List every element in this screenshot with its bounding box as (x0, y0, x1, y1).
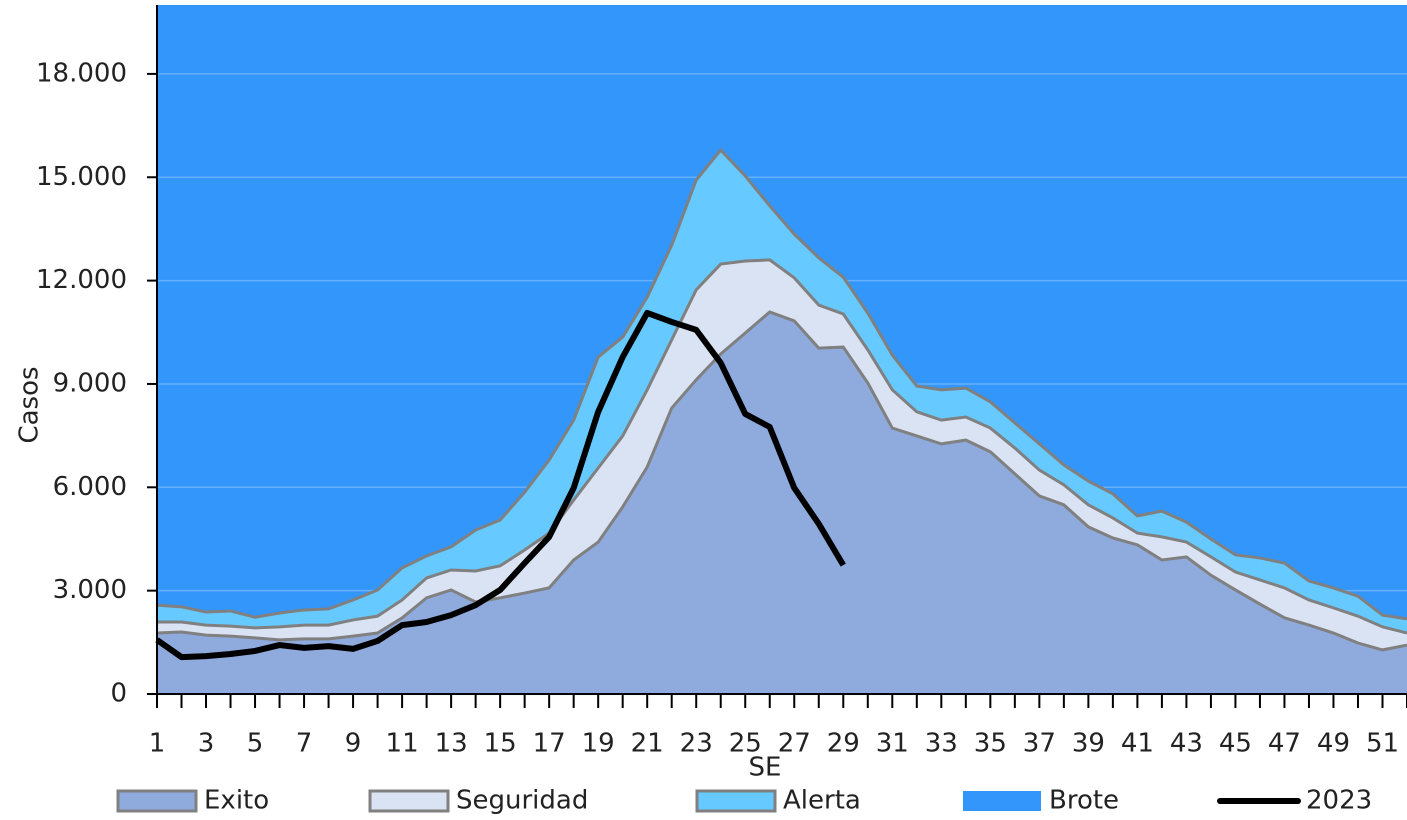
legend-label: Brote (1049, 786, 1119, 816)
y-tick-label: 15.000 (36, 162, 127, 192)
x-tick-label: 5 (247, 729, 264, 759)
x-tick-label: 25 (729, 729, 762, 759)
x-tick-label: 15 (484, 729, 517, 759)
x-tick-label: 21 (631, 729, 664, 759)
legend-label: Seguridad (456, 786, 588, 816)
x-tick-label: 3 (198, 729, 215, 759)
x-tick-label: 43 (1170, 729, 1203, 759)
area-boundary (156, 310, 1407, 652)
y-tick-label: 12.000 (36, 265, 127, 295)
x-tick-label: 9 (345, 729, 362, 759)
legend-label: Exito (204, 786, 269, 816)
x-axis-label: SE (749, 753, 782, 783)
x-tick-label: 27 (778, 729, 811, 759)
y-tick-label: 3.000 (53, 575, 127, 605)
x-tick-label: 31 (876, 729, 909, 759)
area-boundary (157, 258, 1407, 635)
x-tick-label: 39 (1072, 729, 1105, 759)
legend-swatch (963, 791, 1041, 811)
area (157, 311, 1407, 694)
y-axis-label: Casos (15, 366, 45, 443)
x-tick-label: 45 (1219, 729, 1252, 759)
x-tick-label: 37 (1023, 729, 1056, 759)
line (155, 309, 846, 661)
legend-swatch (116, 789, 198, 813)
area-boundary (156, 147, 1407, 621)
x-tick-label: 17 (533, 729, 566, 759)
x-tick-label: 47 (1268, 729, 1301, 759)
x-tick-label: 49 (1317, 729, 1350, 759)
y-tick-label: 18.000 (36, 58, 127, 88)
x-tick-label: 19 (582, 729, 615, 759)
x-tick-label: 7 (296, 729, 313, 759)
legend-label: 2023 (1306, 786, 1372, 816)
legend-label: Alerta (783, 786, 861, 816)
y-tick-label: 9.000 (53, 368, 127, 398)
y-tick-label: 0 (110, 679, 127, 709)
x-tick-label: 33 (925, 729, 958, 759)
legend-swatch (695, 789, 777, 813)
x-tick-label: 29 (827, 729, 860, 759)
x-tick-label: 41 (1121, 729, 1154, 759)
x-tick-label: 11 (386, 729, 419, 759)
x-tick-label: 51 (1366, 729, 1399, 759)
x-tick-label: 1 (149, 729, 166, 759)
y-tick-label: 6.000 (53, 472, 127, 502)
x-tick-label: 13 (435, 729, 468, 759)
x-tick-label: 23 (680, 729, 713, 759)
legend-swatch (368, 789, 450, 813)
x-tick-label: 35 (974, 729, 1007, 759)
